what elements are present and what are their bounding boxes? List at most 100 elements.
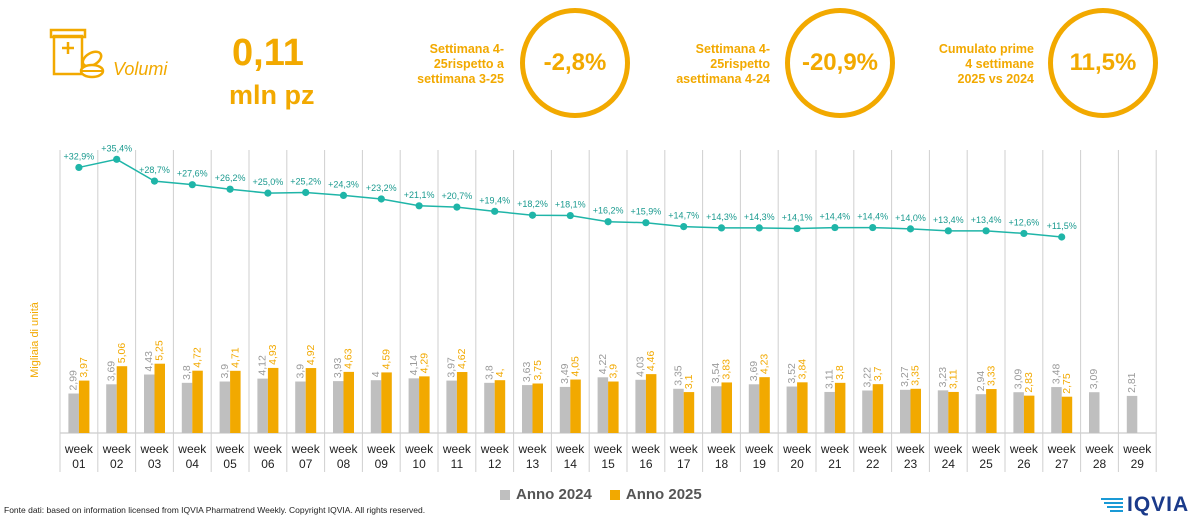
growth-point [831, 223, 839, 232]
growth-point [982, 227, 990, 235]
x-tick-label: week 23 [895, 442, 925, 471]
growth-point [642, 219, 650, 227]
x-tick-label: week 11 [442, 442, 472, 471]
growth-point [339, 191, 348, 199]
growth-label: +14,3% [706, 212, 737, 222]
data-label-2025: 3,8 [834, 365, 846, 380]
chart-legend: Anno 2024 Anno 2025 [500, 486, 714, 503]
data-label-2025: 5,25 [154, 340, 166, 361]
kpi-2-value: -20,9% [801, 49, 879, 76]
bar-2024 [711, 386, 722, 433]
bar-2024 [635, 379, 646, 433]
legend-swatch-2024 [500, 489, 510, 500]
data-label-2025: 4,29 [418, 353, 430, 374]
data-label-2025: 3,7 [872, 366, 884, 381]
bar-2025 [872, 384, 884, 433]
bar-2025 [456, 372, 468, 433]
growth-label: +14,4% [857, 212, 888, 222]
bar-2025 [78, 380, 90, 433]
bar-2025 [1061, 396, 1073, 433]
bar-2025 [834, 382, 846, 433]
growth-point [264, 189, 272, 197]
data-label-2024: 3,69 [748, 361, 760, 382]
x-tick-label: week 17 [669, 442, 699, 471]
bar-2024 [1089, 392, 1100, 433]
data-label-2025: 3,33 [985, 365, 997, 386]
x-tick-label: week 18 [706, 442, 736, 471]
x-tick-label: week 28 [1084, 442, 1114, 471]
bar-2025 [305, 368, 317, 433]
legend-label-2024: Anno 2024 [516, 486, 592, 503]
bar-2024 [937, 390, 949, 433]
bar-2024 [786, 386, 798, 433]
bar-2024 [975, 394, 987, 433]
bar-2024 [257, 378, 268, 433]
kpi-2-circle: -20,9% [785, 8, 895, 118]
bar-2025 [116, 366, 128, 433]
growth-label: +14,1% [782, 213, 813, 223]
bar-2024 [484, 382, 495, 433]
growth-label: +24,3% [328, 179, 359, 189]
data-label-2024: 3,49 [559, 363, 571, 384]
data-label-2024: 3,48 [1050, 363, 1062, 384]
growth-label: +19,4% [479, 195, 510, 205]
x-tick-label: week 15 [593, 442, 623, 471]
bar-2025 [267, 367, 279, 433]
data-label-2025: 3,84 [796, 359, 808, 380]
growth-label: +20,7% [442, 191, 473, 201]
bar-2024 [1126, 395, 1138, 433]
growth-point [944, 227, 952, 235]
data-label-2025: 5,06 [116, 343, 128, 364]
growth-label: +16,2% [593, 206, 624, 216]
growth-point [869, 223, 877, 232]
legend-item-2024: Anno 2024 [500, 486, 592, 503]
data-label-2024: 3,93 [332, 358, 344, 379]
growth-label: +23,2% [366, 183, 397, 193]
bar-2024 [748, 384, 760, 433]
data-label-2025: 4,23 [759, 354, 771, 375]
x-tick-label: week 24 [933, 442, 963, 471]
bar-2024 [181, 382, 193, 433]
bar-2024 [68, 393, 79, 433]
data-label-2024: 2,81 [1126, 372, 1138, 393]
data-label-2024: 3,69 [105, 361, 117, 382]
data-label-2024: 3,35 [672, 365, 684, 386]
bar-2025 [570, 379, 581, 433]
kpi-1-value: -2,8% [543, 49, 607, 76]
data-label-2024: 4,22 [597, 354, 609, 375]
bar-2024 [824, 391, 835, 433]
bar-2025 [230, 370, 241, 433]
growth-point [113, 155, 121, 163]
bar-2025 [154, 363, 165, 433]
bar-2024 [144, 374, 155, 433]
bar-2025 [910, 388, 921, 433]
kpi-1-circle: -2,8% [520, 8, 630, 118]
bar-2025 [532, 383, 543, 433]
bar-2025 [419, 376, 430, 433]
bar-2025 [759, 377, 770, 433]
growth-point [453, 203, 461, 211]
kpi-3-label: Cumulato prime 4 settimane 2025 vs 2024 [938, 42, 1034, 86]
x-tick-label: week 08 [328, 442, 358, 471]
headline-value: 0,11 [232, 32, 304, 74]
bar-2024 [295, 381, 306, 433]
growth-point [717, 224, 726, 232]
x-tick-label: week 06 [253, 442, 283, 471]
bar-2024 [106, 384, 117, 433]
data-label-2024: 3,63 [521, 361, 533, 382]
legend-swatch-2025 [609, 489, 620, 500]
logo-lines-icon [1101, 498, 1123, 512]
growth-label: +11,5% [1047, 221, 1077, 231]
data-label-2024: 3,11 [824, 369, 836, 389]
data-label-2024: 4,43 [143, 351, 155, 372]
bar-2024 [862, 390, 873, 433]
bar-2025 [343, 371, 354, 433]
bar-2024 [370, 380, 382, 433]
data-label-2025: 4,62 [456, 348, 468, 369]
data-label-2024: 3,9 [294, 364, 306, 379]
data-label-2025: 3,97 [78, 357, 90, 378]
data-label-2024: 3,54 [710, 363, 722, 384]
data-label-2025: 3,9 [607, 364, 619, 379]
bar-2024 [446, 380, 457, 433]
growth-point [226, 185, 234, 193]
